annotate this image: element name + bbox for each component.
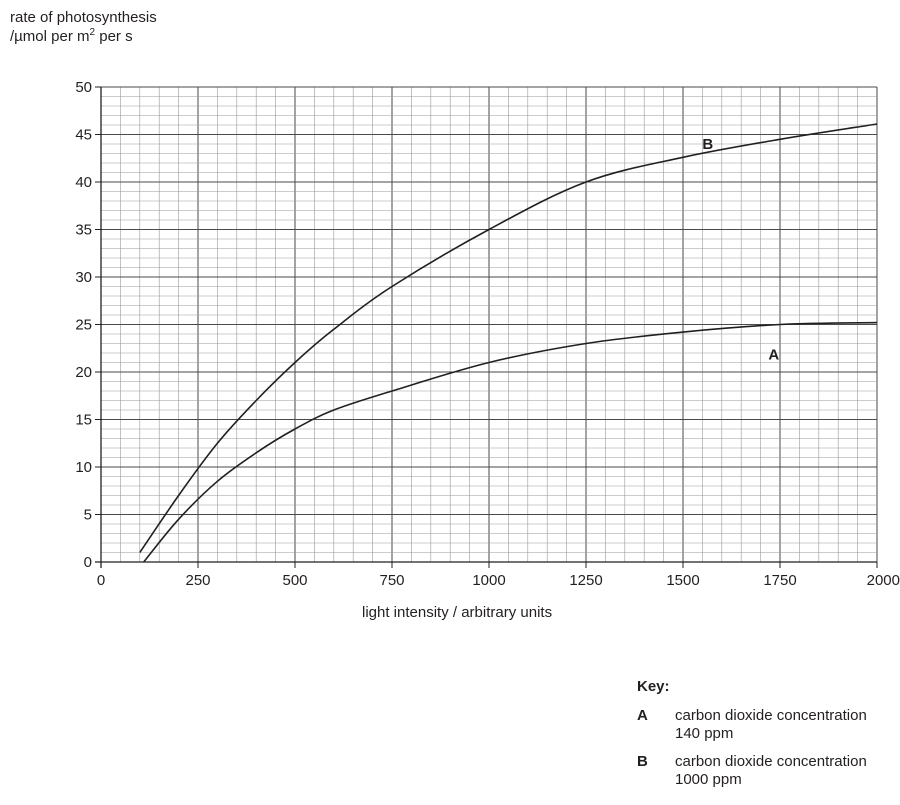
x-tick-label: 1250: [569, 572, 602, 589]
x-tick-label: 750: [379, 572, 404, 589]
key-letter-b: B: [637, 753, 648, 770]
key-desc-b: carbon dioxide concentration: [675, 753, 867, 770]
x-tick-label: 1000: [472, 572, 505, 589]
key-title: Key:: [637, 678, 670, 695]
y-tick-label: 50: [75, 79, 92, 96]
x-axis-label: light intensity / arbitrary units: [362, 604, 553, 621]
y-tick-label: 5: [84, 507, 92, 524]
series-line-a: [143, 321, 878, 563]
y-axis-label: rate of photosynthesis /µmol per m2 per …: [10, 8, 157, 46]
key-legend: Key: A carbon dioxide concentration 140 …: [637, 678, 900, 799]
key-letter-a: A: [637, 707, 648, 724]
key-item-a: A carbon dioxide concentration 140 ppm: [637, 707, 900, 743]
key-text-b: carbon dioxide concentration 1000 ppm: [675, 753, 867, 789]
x-tick-label: 500: [282, 572, 307, 589]
y-tick-label: 30: [75, 269, 92, 286]
y-tick-label: 15: [75, 412, 92, 429]
y-tick-label: 0: [84, 554, 92, 571]
x-tick-label: 250: [185, 572, 210, 589]
x-tick-label: 0: [97, 572, 105, 589]
y-tick-label: 45: [75, 127, 92, 144]
series-label-a: A: [768, 347, 779, 364]
series-label-b: B: [702, 136, 713, 153]
y-axis-unit-superscript: 2: [89, 27, 96, 38]
key-item-b: B carbon dioxide concentration 1000 ppm: [637, 753, 900, 789]
key-desc-a: carbon dioxide concentration: [675, 707, 867, 724]
y-tick-label: 40: [75, 174, 92, 191]
y-tick-label: 10: [75, 459, 92, 476]
series-line-b: [139, 123, 878, 553]
x-tick-label: 1500: [666, 572, 699, 589]
y-axis-label-line1: rate of photosynthesis: [10, 9, 157, 26]
y-tick-label: 35: [75, 222, 92, 239]
y-axis-label-line2: /µmol per m2 per s: [10, 27, 157, 46]
y-tick-label: 25: [75, 317, 92, 334]
x-tick-label: 2000: [867, 572, 900, 589]
key-conc-b: 1000 ppm: [675, 771, 742, 788]
y-axis-unit-prefix: /µmol per m: [10, 28, 90, 45]
x-tick-label: 1750: [763, 572, 796, 589]
key-text-a: carbon dioxide concentration 140 ppm: [675, 707, 867, 743]
key-conc-a: 140 ppm: [675, 725, 734, 742]
y-axis-unit-suffix: per s: [95, 28, 133, 45]
y-tick-label: 20: [75, 364, 92, 381]
